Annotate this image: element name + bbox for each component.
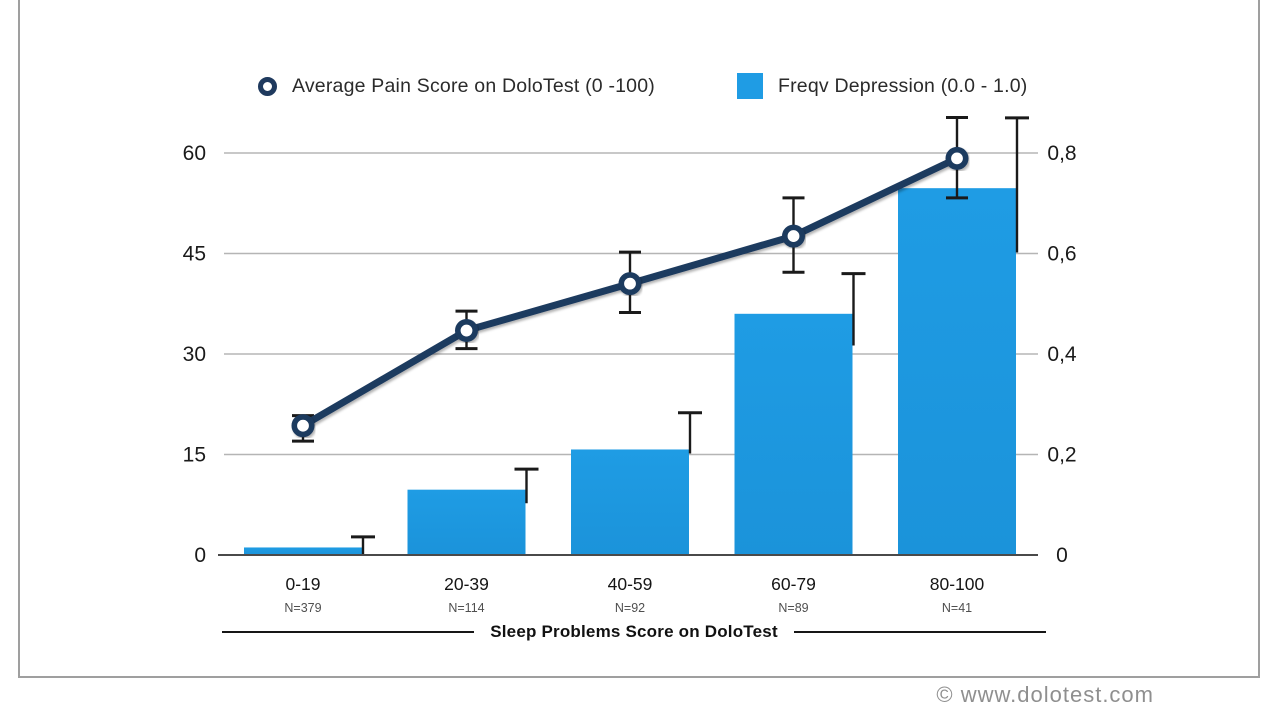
x-category-n-label: N=92	[615, 601, 645, 615]
legend-label-pain-score: Average Pain Score on DoloTest (0 -100)	[292, 74, 655, 97]
y-axis-left-tick-label: 30	[183, 343, 206, 366]
y-axis-left-tick-label: 0	[194, 544, 206, 567]
y-axis-right-tick-label: 0,4	[1047, 343, 1077, 366]
y-axis-right-tick-label: 0,8	[1047, 142, 1076, 165]
pain-score-marker	[454, 319, 478, 343]
bar-depression-freq	[407, 489, 526, 555]
bar-depression-freq	[571, 449, 689, 555]
line-marker-ring-icon	[258, 76, 277, 96]
bar-depression-freq	[898, 188, 1016, 556]
x-axis-title-rule-left	[222, 631, 475, 633]
pain-score-marker	[945, 146, 969, 170]
bar-swatch-icon	[737, 73, 763, 99]
x-axis-title: Sleep Problems Score on DoloTest	[490, 622, 778, 641]
x-category-label: 0-19	[285, 574, 320, 594]
y-axis-right-tick-label: 0,6	[1047, 243, 1076, 266]
x-axis-title-row: Sleep Problems Score on DoloTest	[222, 622, 1047, 642]
x-category-label: 20-39	[444, 574, 489, 594]
y-axis-left-tick-label: 60	[183, 142, 206, 165]
legend-item-depression-freq: Freqv Depression (0.0 - 1.0)	[737, 72, 1027, 100]
x-axis-title-rule-right	[793, 631, 1047, 633]
x-category-n-label: N=379	[284, 601, 321, 615]
legend-label-depression-freq: Freqv Depression (0.0 - 1.0)	[778, 74, 1028, 97]
legend-item-pain-score: Average Pain Score on DoloTest (0 -100)	[258, 72, 655, 100]
pain-score-marker	[291, 414, 315, 438]
pain-score-marker	[618, 272, 642, 296]
pain-score-marker	[781, 224, 805, 248]
y-axis-right-tick-label: 0	[1056, 544, 1068, 567]
x-category-label: 80-100	[930, 574, 985, 594]
x-category-n-label: N=89	[778, 601, 808, 615]
chart-frame	[18, 0, 1260, 678]
y-axis-left-tick-label: 45	[183, 243, 206, 266]
x-category-n-label: N=114	[448, 601, 484, 615]
x-category-label: 40-59	[608, 574, 653, 594]
copyright-text: © www.dolotest.com	[936, 682, 1154, 707]
x-category-n-label: N=41	[942, 601, 972, 615]
y-axis-right-tick-label: 0,2	[1047, 444, 1076, 467]
bar-depression-freq	[734, 313, 853, 555]
x-category-label: 60-79	[771, 574, 816, 594]
bar-depression-freq	[244, 547, 362, 555]
y-axis-left-tick-label: 15	[183, 444, 206, 467]
